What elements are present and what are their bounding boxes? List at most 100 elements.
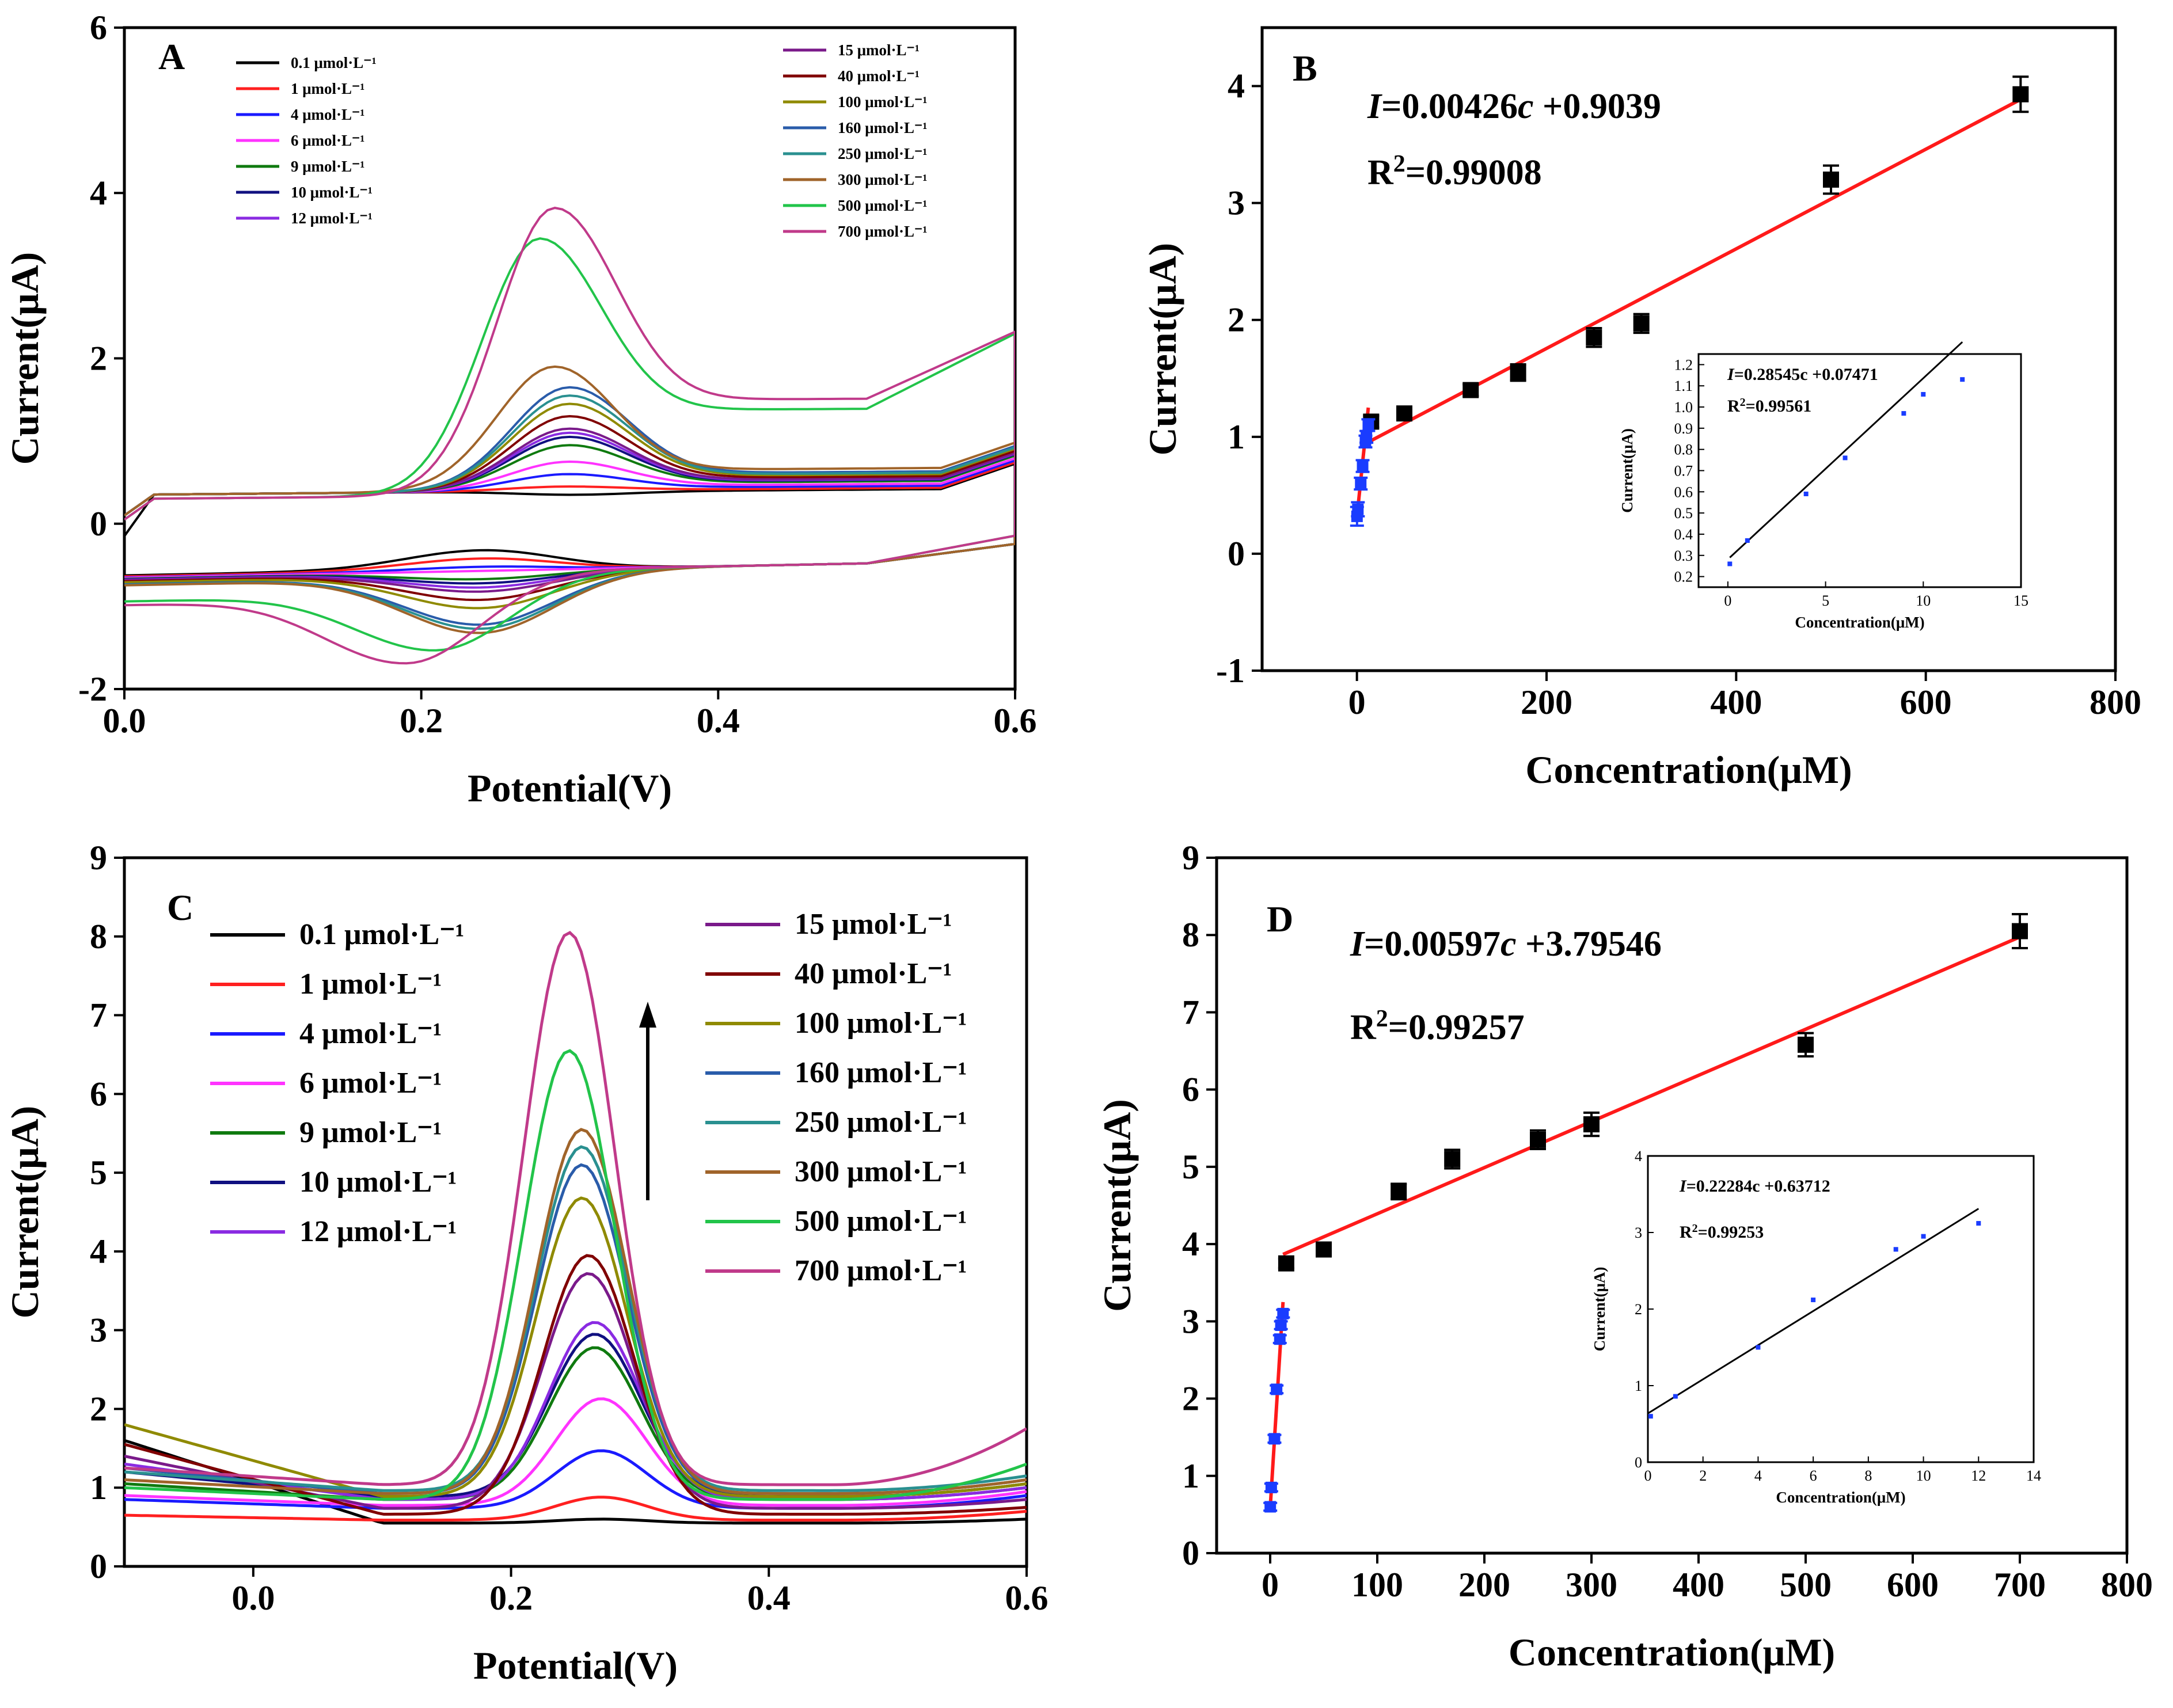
data-point-low xyxy=(1276,1307,1290,1319)
dpv-curve-8 xyxy=(124,1254,1027,1516)
data-point-low xyxy=(1270,1383,1284,1395)
inset-x-tick-label: 15 xyxy=(2014,592,2028,609)
data-point-low xyxy=(1355,459,1370,473)
x-tick-label: 0.4 xyxy=(697,702,740,740)
data-point-high xyxy=(1278,1255,1294,1272)
inset-plot: 0 5 10 15 0.2 0.3 0.4 0.5 0.6 0.7 0.8 0.9 1.0 1.1 1.2 C… xyxy=(1619,341,2028,631)
x-axis-label: Concentration(μM) xyxy=(1509,1630,1835,1674)
marker-square xyxy=(1265,1481,1277,1493)
dpv-curve-3 xyxy=(124,1397,1027,1507)
marker-square xyxy=(1798,1036,1814,1053)
inset-x-tick-label: 14 xyxy=(2026,1467,2041,1484)
legend-entry: 500 μmol·L⁻¹ xyxy=(838,197,927,214)
inset-y-tick-label: 1.0 xyxy=(1674,399,1693,416)
inset-y-tick-label: 0.2 xyxy=(1674,569,1693,585)
inset-frame xyxy=(1647,1155,2035,1463)
inset-equation: I=0.22284c +0.63712 xyxy=(1679,1177,1830,1196)
data-point-high xyxy=(1823,164,1839,195)
cv-curves xyxy=(124,207,1015,665)
inset-point xyxy=(1893,1247,1898,1252)
inset-point xyxy=(1843,455,1848,461)
inset-point xyxy=(1921,1234,1926,1239)
legend-entry: 9 μmol·L⁻¹ xyxy=(291,158,364,175)
r2-value: =0.99257 xyxy=(1388,1008,1525,1047)
inset-equation-body: =0.22284c +0.63712 xyxy=(1686,1177,1830,1196)
inset-point xyxy=(1673,1394,1678,1399)
y-axis-label: Current(μA) xyxy=(3,1106,47,1319)
x-tick-label: 0.0 xyxy=(231,1579,275,1617)
plot-frame xyxy=(123,856,1028,1568)
r2-letter: R xyxy=(1367,153,1394,192)
inset-point xyxy=(1745,538,1750,543)
r2-sup: 2 xyxy=(1393,151,1405,177)
x-tick-label: 0 xyxy=(1348,683,1366,721)
marker-square xyxy=(1530,1131,1546,1148)
inset-r2-letter: R xyxy=(1680,1223,1692,1242)
inset-x-tick-label: 2 xyxy=(1699,1467,1707,1484)
inset-fit-line xyxy=(1647,1208,1980,1414)
inset-equation-i: I xyxy=(1679,1177,1687,1196)
x-tick-label: 600 xyxy=(1900,683,1952,721)
legend-entry: 1 μmol·L⁻¹ xyxy=(299,968,442,1001)
y-tick-label: 2 xyxy=(1228,301,1245,339)
r-squared: R2=0.99257 xyxy=(1350,1006,1525,1047)
equation-var: c xyxy=(1518,87,1534,126)
equation-intercept: +0.9039 xyxy=(1534,87,1661,126)
marker-square xyxy=(2012,923,2028,939)
r2-sup: 2 xyxy=(1376,1006,1388,1032)
equation-intercept: +3.79546 xyxy=(1517,925,1662,964)
data-point-low xyxy=(1264,1481,1278,1493)
data-point-high xyxy=(1462,382,1479,398)
y-tick-label: 8 xyxy=(1182,916,1199,954)
legend-entry: 1 μmol·L⁻¹ xyxy=(291,80,364,97)
inset-y-label: Current(μA) xyxy=(1591,1267,1608,1352)
x-axis-label: Potential(V) xyxy=(473,1644,678,1687)
legend-entry: 40 μmol·L⁻¹ xyxy=(795,957,952,990)
y-tick-label: 1 xyxy=(1228,418,1245,456)
equation: I=0.00597c +3.79546 xyxy=(1350,925,1662,964)
plot-frame xyxy=(1260,26,2117,672)
dpv-curve-9 xyxy=(124,1196,1027,1498)
legend-entry: 0.1 μmol·L⁻¹ xyxy=(299,918,464,951)
inset-y-tick-label: 2 xyxy=(1635,1301,1642,1318)
y-tick-label: 7 xyxy=(1182,993,1199,1031)
legend-entry: 6 μmol·L⁻¹ xyxy=(291,132,364,149)
r-squared: R2=0.99008 xyxy=(1367,151,1542,192)
data-point-low xyxy=(1272,1333,1287,1345)
data-point-high xyxy=(1510,363,1526,382)
inset-point xyxy=(1921,391,1926,397)
data-point-low xyxy=(1267,1433,1282,1445)
marker-square xyxy=(1352,503,1364,515)
inset-y-tick-label: 1.1 xyxy=(1674,378,1693,394)
inset-y-tick-label: 0.4 xyxy=(1674,526,1693,543)
marker-square xyxy=(1391,1183,1407,1200)
inset-x-label: Concentration(μM) xyxy=(1776,1489,1905,1506)
inset-r2-letter: R xyxy=(1727,397,1740,416)
data-point-low xyxy=(1351,501,1365,518)
marker-square xyxy=(1361,431,1373,443)
legend-entry: 300 μmol·L⁻¹ xyxy=(838,171,927,188)
y-tick-label: 2 xyxy=(90,1390,107,1428)
y-tick-label: 3 xyxy=(1182,1302,1199,1340)
inset-x-tick-label: 0 xyxy=(1724,592,1731,609)
inset-x-tick-label: 12 xyxy=(1971,1467,1986,1484)
inset-y-tick-label: 3 xyxy=(1635,1224,1642,1241)
y-axis-label: Current(μA) xyxy=(3,252,47,465)
x-tick-label: 0.6 xyxy=(994,702,1037,740)
legend-entry: 15 μmol·L⁻¹ xyxy=(838,41,920,59)
x-tick-label: 0 xyxy=(1262,1566,1279,1604)
panel-D: 0 100 200 300 400 500 600 700 8000123456789Conce… xyxy=(1095,839,2153,1674)
x-tick-label: 300 xyxy=(1566,1566,1617,1604)
dpv-curve-1 xyxy=(124,1496,1027,1522)
data-point-high xyxy=(1586,326,1602,348)
legend-entry: 160 μmol·L⁻¹ xyxy=(838,119,927,136)
x-tick-label: 500 xyxy=(1780,1566,1832,1604)
cv-curve-11 xyxy=(124,394,1015,630)
x-axis-label: Potential(V) xyxy=(468,766,672,810)
legend-entry: 12 μmol·L⁻¹ xyxy=(291,210,373,227)
legend-entry: 10 μmol·L⁻¹ xyxy=(291,184,373,201)
x-tick-label: 200 xyxy=(1521,683,1572,721)
y-tick-label: 0 xyxy=(90,1547,107,1585)
y-tick-label: 8 xyxy=(90,918,107,956)
y-tick-label: 2 xyxy=(1182,1380,1199,1418)
